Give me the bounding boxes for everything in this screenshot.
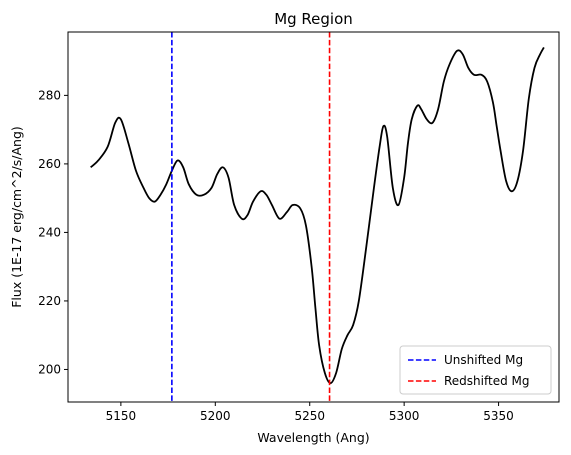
x-tick-label: 5250	[294, 409, 325, 423]
y-axis: 200 220 240 260 280	[38, 88, 68, 376]
legend: Unshifted Mg Redshifted Mg	[399, 345, 552, 395]
legend-entry-label: Redshifted Mg	[444, 374, 530, 388]
legend-box	[399, 345, 552, 395]
y-axis-label: Flux (1E-17 erg/cm^2/s/Ang)	[9, 126, 24, 308]
x-axis: 5150 5200 5250 5300 5350	[106, 402, 514, 423]
y-tick-label: 200	[38, 362, 61, 376]
x-axis-label: Wavelength (Ang)	[257, 430, 369, 445]
x-tick-label: 5300	[389, 409, 420, 423]
y-tick-label: 280	[38, 88, 61, 102]
plot-frame	[67, 31, 560, 403]
plot-layer	[90, 32, 545, 402]
y-tick-label: 220	[38, 294, 61, 308]
x-tick-label: 5150	[106, 409, 137, 423]
flux-series-line	[90, 46, 545, 385]
y-tick-label: 260	[38, 157, 61, 171]
x-tick-label: 5200	[200, 409, 231, 423]
chart-title: Mg Region	[274, 10, 353, 28]
legend-entry-label: Unshifted Mg	[444, 353, 523, 367]
x-tick-label: 5350	[483, 409, 514, 423]
y-tick-label: 240	[38, 225, 61, 239]
